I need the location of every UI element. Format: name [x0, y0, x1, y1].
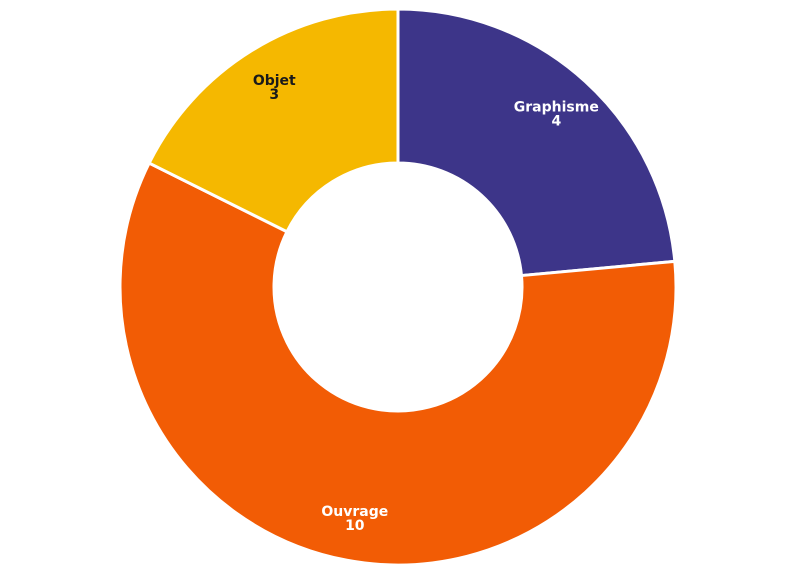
slice-value-objet: 3	[269, 87, 279, 103]
slice-label-graphisme: Graphisme	[514, 99, 599, 115]
slice-objet[interactable]	[147, 7, 400, 234]
slice-graphisme[interactable]	[396, 7, 677, 278]
slice-value-ouvrage: 10	[345, 518, 365, 534]
slice-label-objet: Objet	[253, 73, 296, 89]
slice-label-ouvrage: Ouvrage	[321, 504, 388, 520]
slice-value-graphisme: 4	[551, 113, 561, 129]
slice-ouvrage[interactable]	[118, 161, 678, 567]
